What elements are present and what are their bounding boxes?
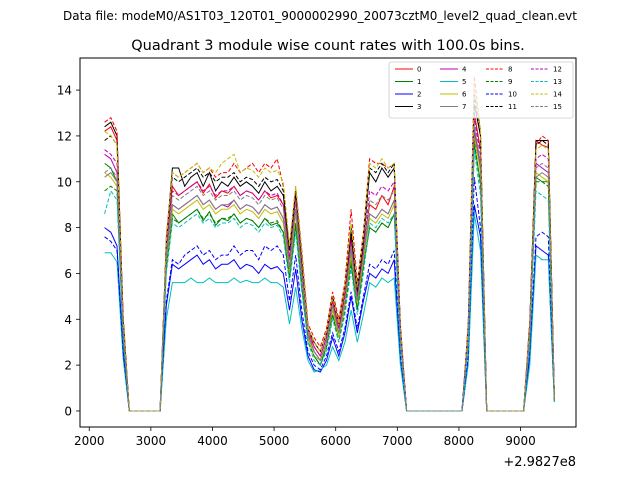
legend-label-14: 14 xyxy=(553,91,562,99)
x-tick-label: 3000 xyxy=(136,434,167,448)
y-tick-label: 2 xyxy=(64,359,72,373)
legend-label-10: 10 xyxy=(508,91,517,99)
series-line-10 xyxy=(104,177,555,412)
series-line-8 xyxy=(104,76,555,412)
x-tick-label: 7000 xyxy=(382,434,413,448)
y-tick-label: 4 xyxy=(64,313,72,327)
legend-label-4: 4 xyxy=(462,66,467,74)
legend-label-5: 5 xyxy=(462,78,466,86)
legend-label-0: 0 xyxy=(417,66,421,74)
legend-label-6: 6 xyxy=(462,91,467,99)
y-tick-label: 14 xyxy=(57,84,72,98)
series-line-12 xyxy=(104,117,555,412)
x-axis: 2000 3000 4000 5000 6000 7000 8000 9000 xyxy=(74,427,536,448)
y-tick-label: 0 xyxy=(64,404,72,418)
x-tick-label: 6000 xyxy=(320,434,351,448)
legend-label-3: 3 xyxy=(417,103,421,111)
x-tick-label: 4000 xyxy=(197,434,228,448)
y-tick-label: 10 xyxy=(57,175,72,189)
legend-label-1: 1 xyxy=(417,78,421,86)
x-offset-label: +2.9827e8 xyxy=(503,455,576,470)
legend-label-9: 9 xyxy=(508,78,512,86)
legend-label-11: 11 xyxy=(508,103,517,111)
series-line-2 xyxy=(104,204,555,412)
suptitle: Data file: modeM0/AS1T03_120T01_90000029… xyxy=(63,9,577,23)
series-line-5 xyxy=(104,213,555,412)
y-tick-label: 6 xyxy=(64,267,72,281)
y-tick-label: 12 xyxy=(57,129,72,143)
x-tick-label: 9000 xyxy=(505,434,536,448)
legend-label-2: 2 xyxy=(417,91,421,99)
y-axis: 0 2 4 6 8 10 12 14 xyxy=(57,84,80,418)
series-line-11 xyxy=(104,94,555,412)
chart-title: Quadrant 3 module wise count rates with … xyxy=(131,38,525,54)
x-tick-label: 5000 xyxy=(259,434,290,448)
axes-frame xyxy=(79,57,577,428)
y-tick-label: 8 xyxy=(64,221,72,235)
legend-label-12: 12 xyxy=(553,66,562,74)
series-line-13 xyxy=(104,149,555,412)
series-line-15 xyxy=(104,122,555,412)
series-line-14 xyxy=(104,85,555,412)
x-tick-label: 8000 xyxy=(444,434,475,448)
legend-label-8: 8 xyxy=(508,66,512,74)
legend-label-15: 15 xyxy=(553,103,562,111)
legend-frame xyxy=(388,61,574,119)
series-line-9 xyxy=(104,140,555,412)
legend-label-13: 13 xyxy=(553,78,562,86)
series-line-3 xyxy=(104,103,555,412)
legend-label-7: 7 xyxy=(462,103,466,111)
x-tick-label: 2000 xyxy=(74,434,105,448)
plot-area xyxy=(104,76,555,412)
